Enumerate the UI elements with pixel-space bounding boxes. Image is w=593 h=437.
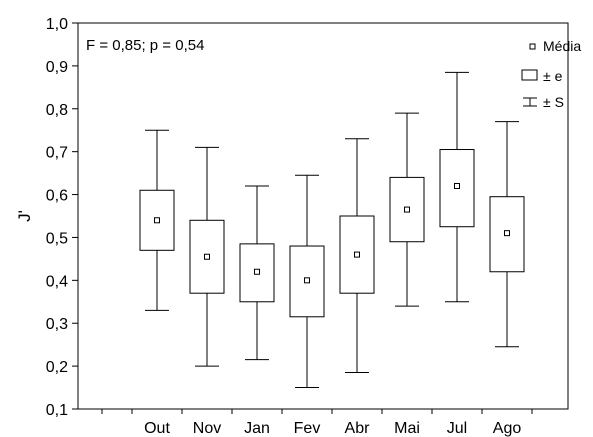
y-tick-label: 1,0 xyxy=(46,16,68,33)
x-tick-label: Out xyxy=(144,420,170,437)
legend-mean-label: Média xyxy=(543,38,581,54)
y-tick-label: 0,1 xyxy=(46,402,68,419)
plot-frame xyxy=(77,22,569,410)
legend-box-label: ± e xyxy=(543,68,563,84)
box-group xyxy=(289,174,325,389)
x-tick-label: Jul xyxy=(447,420,467,437)
x-tick-label: Abr xyxy=(345,420,371,437)
mean-point xyxy=(204,253,210,260)
x-tick-label: Fev xyxy=(294,420,321,437)
box-group xyxy=(389,112,425,307)
y-tick-label: 0,6 xyxy=(46,188,68,205)
box-group xyxy=(339,138,375,374)
mean-point xyxy=(454,182,460,189)
box-group xyxy=(489,121,525,348)
legend-mean-symbol xyxy=(529,43,536,50)
x-tick-label: Mai xyxy=(394,420,420,437)
box-group xyxy=(189,146,225,367)
legend-whisker-label: ± S xyxy=(543,94,564,110)
y-axis-ticks: 0,1 0,2 0,3 0,4 0,5 0,6 0,7 0,8 0,9 1,0 xyxy=(46,16,78,419)
y-tick-label: 0,4 xyxy=(46,273,68,290)
mean-point xyxy=(154,217,160,224)
mean-point xyxy=(404,206,410,213)
legend-whisker-symbol xyxy=(523,97,537,107)
y-tick-label: 0,2 xyxy=(46,359,68,376)
mean-point xyxy=(254,268,260,275)
se-box xyxy=(189,219,225,294)
legend: Média ± e ± S xyxy=(521,38,581,110)
mean-point xyxy=(304,277,310,284)
box-group xyxy=(239,185,275,361)
box-group xyxy=(439,71,475,303)
x-axis-ticks: Out Nov Jan Fev Abr Mai Jul Ago xyxy=(101,409,533,437)
y-tick-label: 0,3 xyxy=(46,316,68,333)
mean-point xyxy=(354,251,360,258)
y-tick-label: 0,8 xyxy=(46,102,68,119)
box-group xyxy=(139,129,175,311)
y-tick-label: 0,9 xyxy=(46,59,68,76)
y-tick-label: 0,5 xyxy=(46,230,68,247)
stats-annotation: F = 0,85; p = 0,54 xyxy=(86,37,204,54)
box-series xyxy=(139,71,525,389)
y-tick-label: 0,7 xyxy=(46,145,68,162)
x-tick-label: Jan xyxy=(244,420,270,437)
mean-point xyxy=(504,230,510,237)
legend-box-symbol xyxy=(521,69,538,81)
x-tick-label: Nov xyxy=(193,420,221,437)
x-tick-label: Ago xyxy=(493,420,522,437)
y-axis-label: J' xyxy=(15,210,34,222)
